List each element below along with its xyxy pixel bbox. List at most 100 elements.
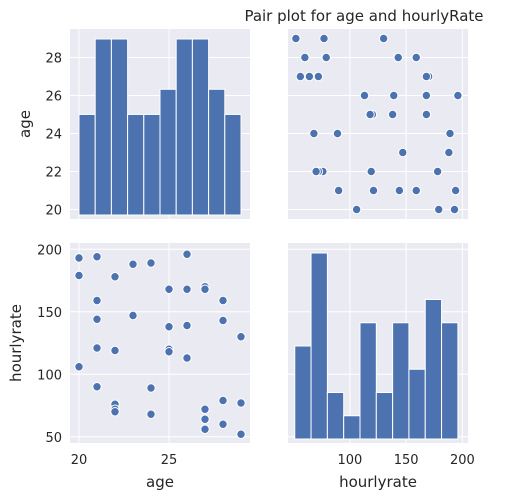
scatter-point-age-vs-hourlyrate (92, 252, 102, 262)
scatter-point-hourlyrate-vs-age (332, 128, 343, 139)
scatter-point-age-vs-hourlyrate (110, 407, 120, 417)
scatter-point-age-vs-hourlyrate (218, 395, 228, 406)
age-histogram-bar (127, 113, 145, 216)
scatter-point-age-vs-hourlyrate (92, 295, 102, 306)
hourlyrate-histogram-bar (343, 415, 361, 440)
x-tick-label-hourlyrate: 150 (394, 453, 419, 468)
y-tick-label-age: 22 (45, 166, 62, 181)
y-tick-label-age: 24 (45, 128, 62, 143)
scatter-point-hourlyrate-vs-age (300, 52, 310, 63)
scatter-point-hourlyrate-vs-age (309, 128, 319, 139)
y-tick-label-age: 26 (45, 90, 62, 105)
scatter-point-hourlyrate-vs-age (389, 90, 399, 101)
y-tick-label-hourlyrate: 150 (37, 306, 62, 321)
scatter-point-hourlyrate-vs-age (434, 204, 444, 215)
scatter-point-age-vs-hourlyrate (218, 419, 228, 429)
scatter-point-hourlyrate-vs-age (421, 90, 432, 101)
age-histogram-bar (159, 88, 177, 216)
hourlyrate-histogram-bar (310, 252, 328, 440)
age-histogram-bar (175, 38, 193, 216)
x-axis-label-age: age (146, 473, 174, 491)
scatter-point-age-vs-hourlyrate (236, 332, 246, 342)
hourlyrate-histogram-bar (424, 299, 443, 440)
age-histogram-bar (143, 113, 161, 216)
scatter-point-hourlyrate-vs-age (398, 147, 408, 158)
y-tick-label-hourlyrate: 100 (37, 368, 62, 383)
scatter-point-hourlyrate-vs-age (421, 109, 432, 120)
x-tick-label-hourlyrate: 200 (450, 453, 475, 468)
age-histogram-bar (208, 88, 226, 216)
scatter-point-age-vs-hourlyrate (218, 295, 228, 306)
scatter-point-hourlyrate-vs-age (365, 109, 375, 120)
scatter-point-age-vs-hourlyrate (200, 414, 210, 424)
scatter-point-hourlyrate-vs-age (432, 166, 443, 177)
scatter-point-hourlyrate-vs-age (378, 33, 389, 44)
scatter-point-hourlyrate-vs-age (411, 52, 421, 63)
x-axis-label-hourlyrate: hourlyrate (339, 473, 417, 491)
scatter-point-hourlyrate-vs-age (411, 185, 421, 196)
scatter-point-hourlyrate-vs-age (311, 166, 321, 177)
scatter-point-age-vs-hourlyrate (236, 398, 246, 408)
age-histogram-bar (94, 38, 112, 216)
scatter-point-age-vs-hourlyrate (92, 382, 102, 392)
scatter-point-age-vs-hourlyrate (128, 259, 138, 269)
age-histogram-bar (110, 38, 129, 216)
scatter-point-age-vs-hourlyrate (236, 429, 246, 439)
x-tick-label-hourlyrate: 100 (337, 453, 362, 468)
scatter-point-hourlyrate-vs-age (449, 204, 460, 215)
x-tick-label-age: 25 (161, 453, 178, 468)
scatter-point-hourlyrate-vs-age (295, 71, 306, 82)
age-histogram-bar (224, 113, 242, 216)
scatter-point-age-vs-hourlyrate (200, 424, 210, 434)
scatter-point-hourlyrate-vs-age (319, 33, 329, 44)
scatter-point-age-vs-hourlyrate (182, 284, 192, 294)
scatter-point-age-vs-hourlyrate (218, 315, 228, 326)
scatter-point-age-vs-hourlyrate (146, 409, 156, 419)
scatter-point-age-vs-hourlyrate (74, 362, 84, 372)
scatter-point-age-vs-hourlyrate (110, 272, 120, 282)
scatter-point-age-vs-hourlyrate (92, 314, 102, 324)
scatter-point-age-vs-hourlyrate (200, 404, 210, 414)
hourlyrate-histogram-bar (294, 345, 312, 440)
scatter-point-age-vs-hourlyrate (164, 347, 174, 357)
scatter-point-age-vs-hourlyrate (164, 322, 174, 332)
scatter-point-hourlyrate-vs-age (453, 90, 463, 101)
chart-title: Pair plot for age and hourlyRate (244, 7, 483, 25)
scatter-point-hourlyrate-vs-age (394, 185, 405, 196)
scatter-point-hourlyrate-vs-age (313, 71, 324, 82)
scatter-point-hourlyrate-vs-age (304, 71, 315, 82)
scatter-point-age-vs-hourlyrate (182, 249, 192, 259)
scatter-point-age-vs-hourlyrate (146, 383, 156, 393)
scatter-point-hourlyrate-vs-age (321, 52, 331, 63)
scatter-point-hourlyrate-vs-age (450, 185, 461, 196)
scatter-point-age-vs-hourlyrate (182, 320, 192, 331)
scatter-point-hourlyrate-vs-age (444, 147, 454, 158)
hourlyrate-histogram-bar (326, 392, 345, 440)
y-tick-label-hourlyrate: 50 (45, 431, 62, 446)
scatter-point-hourlyrate-vs-age (333, 185, 344, 196)
y-tick-label-age: 28 (45, 52, 62, 67)
hourlyrate-histogram-bar (408, 368, 426, 440)
scatter-point-age-vs-hourlyrate (110, 345, 120, 356)
scatter-point-hourlyrate-vs-age (421, 71, 432, 82)
scatter-point-age-vs-hourlyrate (164, 284, 174, 294)
y-tick-label-age: 20 (45, 204, 62, 219)
y-axis-label-age: age (16, 110, 34, 138)
age-histogram-bar (191, 38, 210, 216)
scatter-point-age-vs-hourlyrate (92, 343, 102, 353)
scatter-point-age-vs-hourlyrate (74, 253, 84, 263)
scatter-point-age-vs-hourlyrate (200, 284, 210, 294)
x-tick-label-age: 20 (71, 453, 88, 468)
y-tick-label-hourlyrate: 200 (37, 243, 62, 258)
scatter-point-hourlyrate-vs-age (387, 109, 398, 120)
scatter-point-hourlyrate-vs-age (351, 204, 362, 215)
panel-background-bl (70, 243, 250, 443)
hourlyrate-histogram-bar (441, 322, 459, 440)
scatter-point-age-vs-hourlyrate (128, 310, 138, 321)
scatter-point-hourlyrate-vs-age (359, 90, 370, 101)
panel-background-tr (288, 29, 468, 219)
age-histogram-bar (78, 113, 96, 216)
scatter-point-age-vs-hourlyrate (146, 258, 156, 268)
scatter-point-age-vs-hourlyrate (74, 270, 84, 281)
